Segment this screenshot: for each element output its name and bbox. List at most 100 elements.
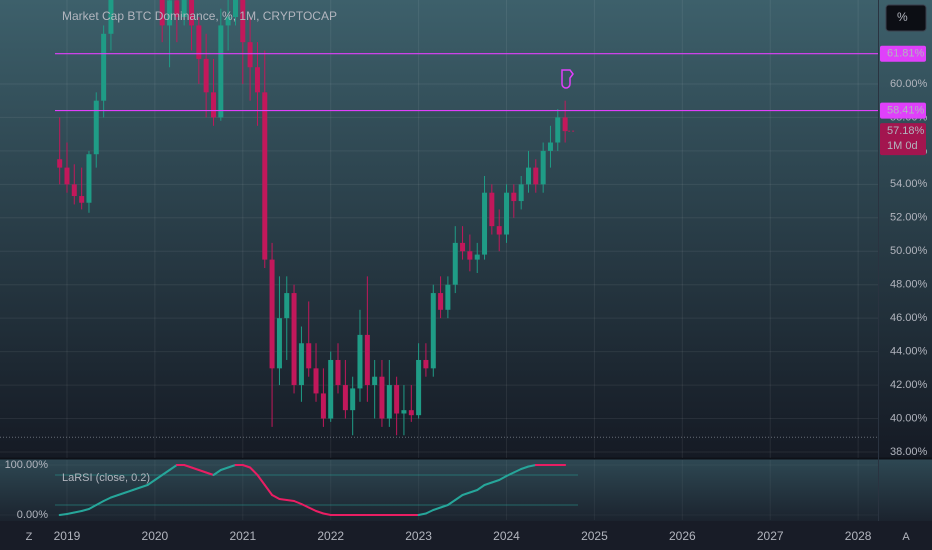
indicator-line [139, 484, 149, 489]
indicator-line [249, 466, 259, 476]
candle-body [489, 192, 495, 227]
y-tick-label: 60.00% [890, 78, 928, 90]
candle-body [181, 0, 187, 18]
level-label: 61.81% [887, 48, 925, 60]
candle-body [372, 376, 378, 386]
indicator-line [454, 494, 464, 501]
indicator-line [146, 479, 156, 486]
candle-body [269, 259, 275, 369]
x-tick-label: 2021 [229, 529, 256, 543]
indicator-line [505, 471, 515, 477]
x-tick-label: 2024 [493, 529, 520, 543]
candle-body [467, 251, 473, 260]
indicator-line [468, 489, 479, 494]
time-axis [0, 521, 932, 550]
candle-body [357, 334, 363, 389]
chart-title: Market Cap BTC Dominance, %, 1M, CRYPTOC… [62, 9, 337, 23]
indicator-line [161, 469, 171, 476]
candle-body [394, 385, 400, 414]
candle-body [379, 376, 385, 419]
indicator-line [219, 466, 230, 471]
indicator-line [439, 504, 449, 509]
candle-body [57, 159, 63, 168]
y-tick-label: 0.00% [17, 509, 48, 521]
indicator-line [205, 471, 215, 476]
candle-body [525, 167, 531, 185]
candle-body [189, 0, 195, 26]
level-label: 58.41% [887, 104, 925, 116]
candle-body [108, 0, 114, 34]
indicator-title: LaRSI (close, 0.2) [62, 472, 150, 484]
x-tick-label: 2019 [54, 529, 81, 543]
candle-body [262, 92, 268, 260]
indicator-pane [0, 459, 932, 521]
candle-body [254, 67, 260, 93]
scale-button-label[interactable]: % [897, 10, 908, 24]
indicator-line [58, 513, 68, 516]
candle-body [218, 25, 224, 118]
candle-body [364, 334, 370, 386]
indicator-line [168, 464, 178, 471]
alert-icon[interactable] [561, 69, 574, 89]
indicator-line [95, 500, 105, 506]
indicator-line [432, 506, 442, 511]
candle-body [342, 385, 348, 411]
indicator-line [424, 509, 435, 515]
candle-body [211, 92, 217, 118]
indicator-line [197, 469, 208, 474]
candle-body [196, 25, 202, 59]
y-tick-label: 38.00% [890, 446, 928, 458]
x-tick-label: 2023 [405, 529, 432, 543]
indicator-line [131, 486, 142, 491]
indicator-line [278, 498, 288, 501]
candle-body [335, 359, 341, 386]
candle-body [284, 293, 290, 319]
auto-button[interactable]: A [902, 531, 910, 543]
y-tick-label: 44.00% [890, 346, 928, 358]
candle-body [511, 192, 517, 202]
indicator-line [227, 464, 237, 469]
candle-body [482, 192, 488, 255]
candle-body [320, 393, 326, 419]
candle-body [562, 117, 568, 132]
candle-body [276, 318, 282, 369]
candle-body [460, 242, 466, 252]
candle-body [167, 0, 173, 26]
indicator-line [109, 494, 120, 499]
candle-body [313, 368, 319, 394]
y-tick-label: 54.00% [890, 178, 928, 190]
candle-body [240, 0, 246, 43]
candle-body [203, 58, 209, 93]
indicator-line [73, 510, 83, 514]
x-tick-label: 2028 [845, 529, 872, 543]
zoom-button[interactable]: Z [26, 531, 33, 543]
x-tick-label: 2020 [142, 529, 169, 543]
main-pane [0, 0, 932, 458]
indicator-line [490, 479, 501, 484]
indicator-line [87, 504, 98, 510]
candle-body [547, 142, 553, 151]
candle-body [350, 388, 356, 411]
candle-body [291, 293, 297, 386]
y-tick-label: 48.00% [890, 279, 928, 291]
scale-button[interactable] [885, 4, 927, 32]
candle-body [518, 184, 524, 202]
indicator-line [153, 474, 164, 481]
candle-body [474, 254, 480, 260]
candle-body [452, 242, 458, 285]
indicator-line [263, 484, 274, 496]
level-label-bg [880, 102, 926, 119]
candle-body [423, 359, 429, 369]
level-label-bg [880, 45, 926, 62]
candle-body [174, 0, 180, 18]
candle-body [86, 154, 92, 203]
indicator-line [300, 503, 310, 509]
candle-body [533, 167, 539, 185]
indicator-line [241, 464, 252, 469]
candle-body [298, 343, 304, 386]
y-tick-label: 42.00% [890, 379, 928, 391]
indicator-line [520, 465, 530, 470]
indicator-line [446, 499, 457, 506]
indicator-line [461, 491, 471, 496]
